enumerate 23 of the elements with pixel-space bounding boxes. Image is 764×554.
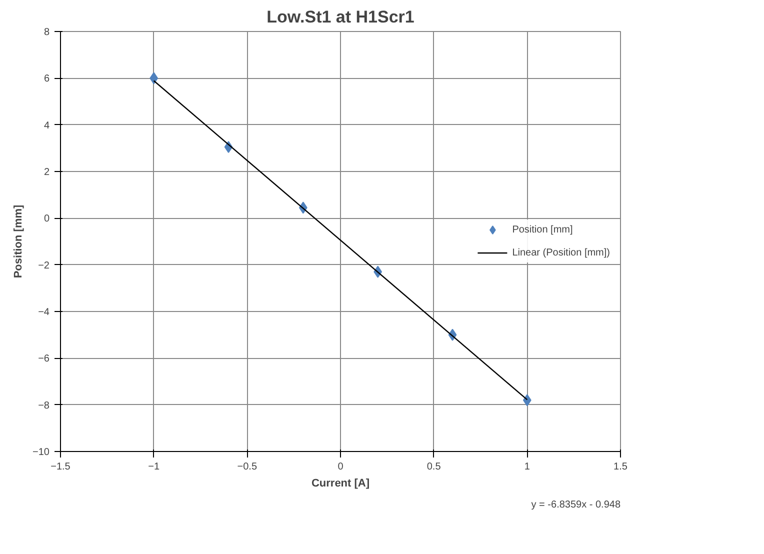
x-tick-label: −1 [148,462,160,472]
y-tick-label: −6 [38,354,50,365]
x-tick-label: 1.5 [614,462,628,472]
y-tick-label: 6 [44,74,50,85]
x-tick-label: −1.5 [50,462,71,472]
legend-label: Position [mm] [512,224,573,235]
text: y = -6.8359x - 0.948 [531,500,621,510]
chart-title: Low.St1 at H1Scr1 [266,8,414,26]
x-tick-label: 0.5 [426,462,442,472]
y-tick-label: 4 [44,120,50,132]
y-tick-label: −10 [32,447,50,458]
y-tick-label: −2 [38,260,50,272]
x-axis-title: Current [A] [311,478,370,490]
x-tick-label: 0 [338,462,344,472]
y-tick-label: −4 [38,307,50,318]
y-tick-label: 0 [44,214,50,225]
y-tick-label: 8 [44,27,50,38]
y-tick-label: −8 [38,400,50,412]
y-axis-title: Position [mm] [12,204,25,278]
legend-label: Linear (Position [mm]) [512,247,610,258]
y-tick-label: 2 [44,167,50,178]
x-tick-label: −0.5 [237,462,258,472]
x-tick-label: 1 [524,462,530,472]
